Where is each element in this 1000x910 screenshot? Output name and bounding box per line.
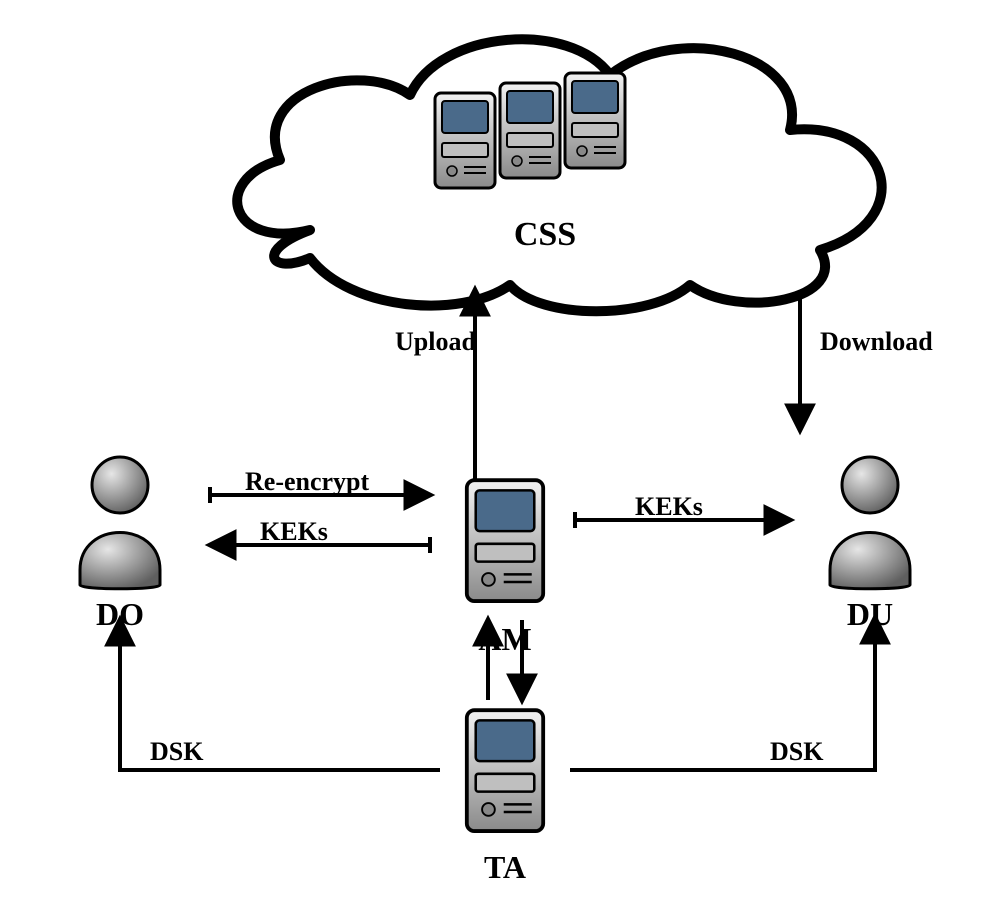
edge-dsk-du: [570, 618, 875, 770]
du-label: DU: [847, 596, 893, 632]
edge-label-download: Download: [820, 327, 933, 356]
architecture-diagram: CSS AM TA DO DU UploadDown: [0, 0, 1000, 910]
edge-label-keks-do: KEKs: [260, 517, 328, 546]
node-ta: TA: [467, 710, 543, 885]
edge-label-upload: Upload: [395, 327, 476, 356]
edge-label-reencrypt: Re-encrypt: [245, 467, 370, 496]
ta-label: TA: [484, 849, 526, 885]
css-label: CSS: [514, 216, 576, 253]
node-du: DU: [830, 457, 910, 632]
edge-label-dsk-do: DSK: [150, 737, 204, 766]
edge-label-keks-du: KEKs: [635, 492, 703, 521]
node-do: DO: [80, 457, 160, 632]
node-am: AM: [467, 480, 543, 657]
edge-label-dsk-du: DSK: [770, 737, 824, 766]
